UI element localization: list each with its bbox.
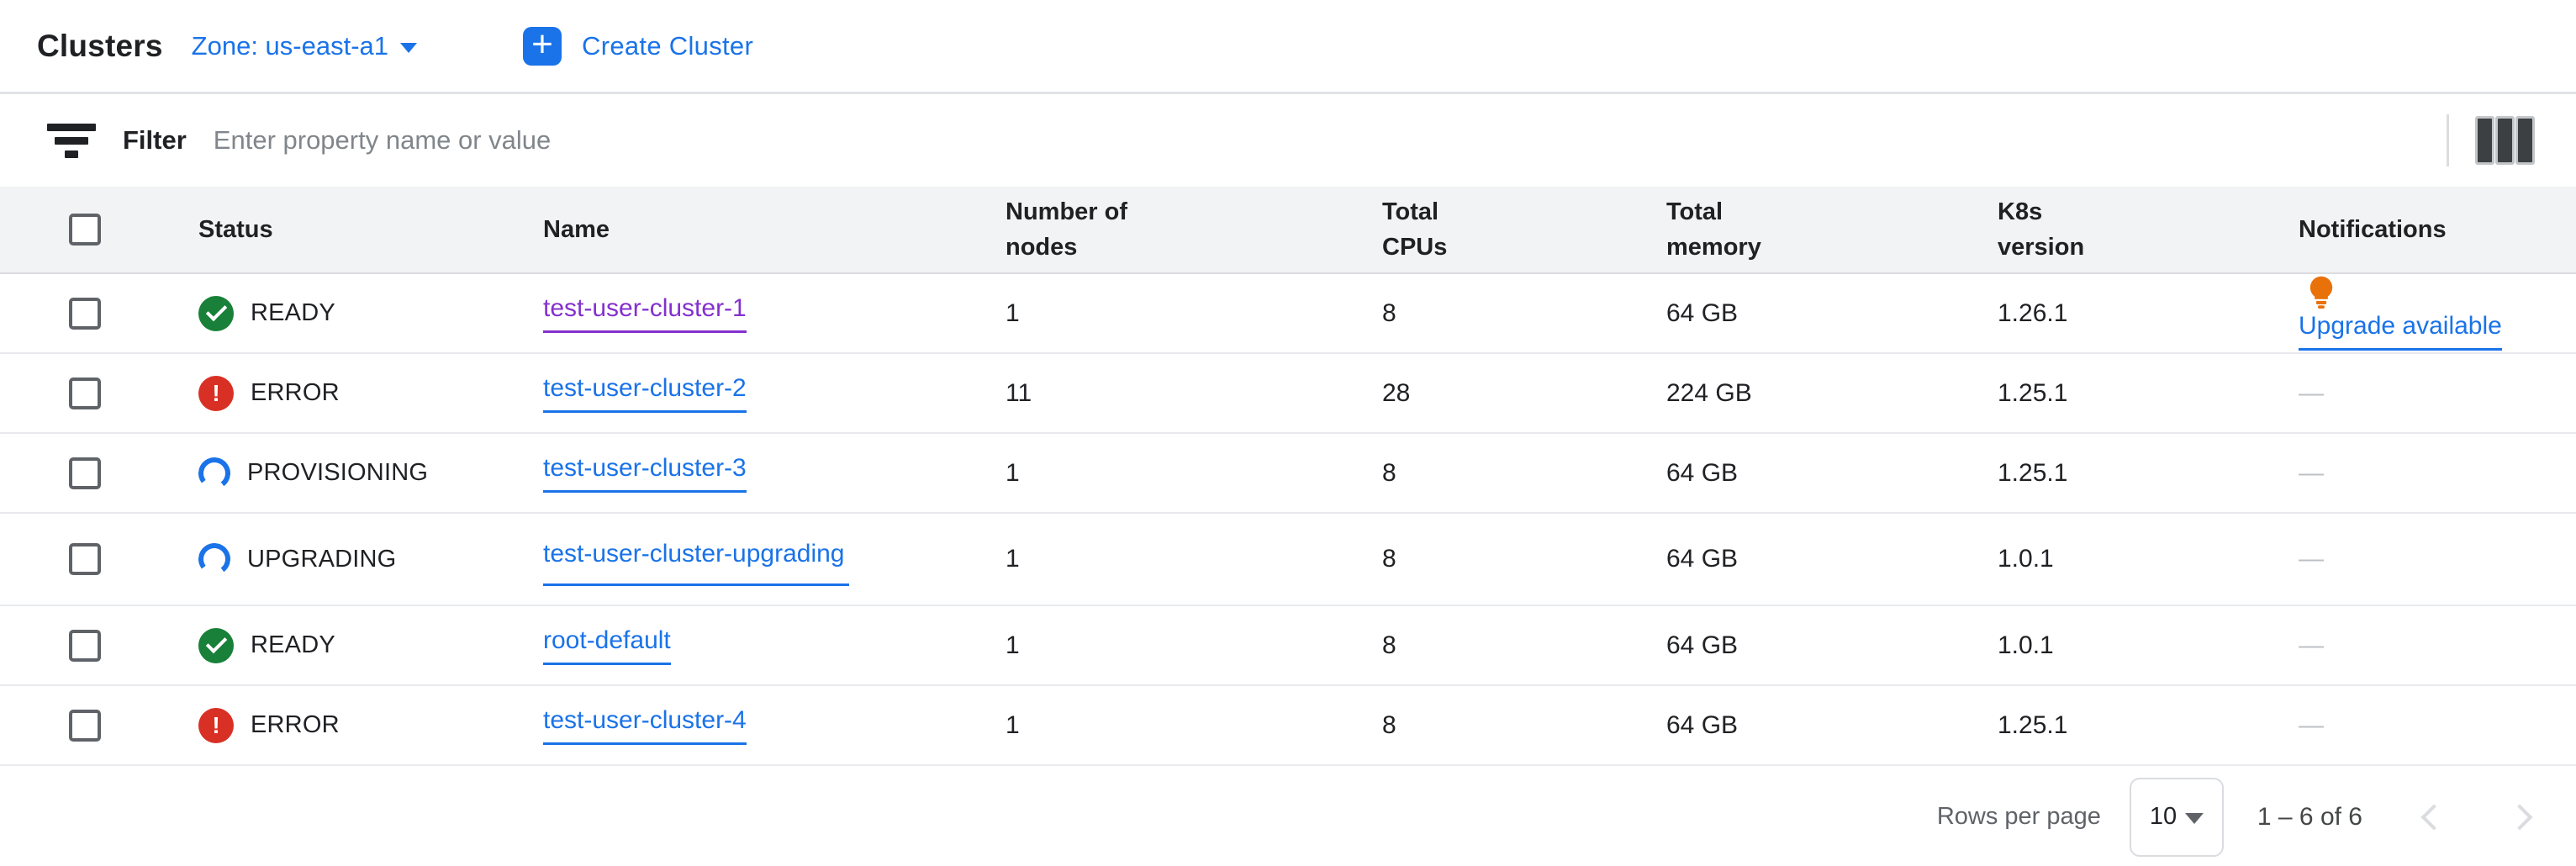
nodes-value: 1 — [1006, 631, 1020, 659]
memory-value: 64 GB — [1666, 631, 1739, 659]
cluster-name-link[interactable]: test-user-cluster-1 — [543, 293, 747, 333]
status-progress-icon — [196, 541, 233, 578]
no-notification-dash: — — [2299, 710, 2324, 739]
column-header-k8s-version: K8s version — [1998, 198, 2085, 261]
cluster-name-link[interactable]: test-user-cluster-4 — [543, 705, 747, 745]
status-label: UPGRADING — [247, 545, 397, 573]
chevron-down-icon — [400, 42, 418, 53]
zone-label: Zone: us-east-a1 — [191, 30, 389, 61]
row-checkbox[interactable] — [69, 629, 101, 662]
page-title: Clusters — [37, 28, 163, 63]
lightbulb-icon — [2309, 276, 2333, 309]
k8s-version-value: 1.0.1 — [1998, 631, 2054, 659]
table-header-row: Status Name Number of nodes Total CPUs T… — [0, 187, 2576, 274]
table-row: READY root-default 1 8 64 GB 1.0.1 — — [0, 606, 2576, 686]
column-display-options-icon[interactable] — [2474, 115, 2536, 166]
cluster-name-link[interactable]: test-user-cluster-upgrading — [543, 532, 849, 586]
status-error-icon: ! — [198, 375, 234, 411]
row-checkbox[interactable] — [69, 377, 101, 409]
select-all-checkbox[interactable] — [69, 214, 101, 246]
status-label: ERROR — [251, 379, 340, 406]
filter-icon — [47, 123, 96, 158]
create-cluster-button[interactable]: + Create Cluster — [523, 25, 754, 66]
column-header-name: Name — [543, 215, 610, 243]
pagination-bar: Rows per page 10 1 – 6 of 6 — [0, 766, 2576, 866]
divider — [2447, 114, 2449, 166]
column-header-cpus: Total CPUs — [1382, 198, 1448, 261]
rows-per-page-label: Rows per page — [1936, 803, 2101, 830]
table-row: ! ERROR test-user-cluster-4 1 8 64 GB 1.25.1 — — [0, 686, 2576, 766]
row-checkbox[interactable] — [69, 297, 101, 330]
memory-value: 224 GB — [1666, 378, 1752, 407]
zone-selector[interactable]: Zone: us-east-a1 — [191, 30, 418, 61]
row-checkbox[interactable] — [69, 543, 101, 575]
memory-value: 64 GB — [1666, 298, 1739, 327]
previous-page-button[interactable] — [2420, 803, 2447, 831]
nodes-value: 1 — [1006, 298, 1020, 327]
memory-value: 64 GB — [1666, 545, 1739, 573]
cpus-value: 8 — [1382, 298, 1396, 327]
k8s-version-value: 1.26.1 — [1998, 298, 2068, 327]
cpus-value: 8 — [1382, 458, 1396, 487]
column-header-notifications: Notifications — [2299, 215, 2447, 243]
nodes-value: 1 — [1006, 458, 1020, 487]
column-header-memory: Total memory — [1666, 198, 1761, 261]
status-ready-icon — [198, 295, 234, 331]
table-row: ! ERROR test-user-cluster-2 11 28 224 GB 1.25.… — [0, 354, 2576, 434]
nodes-value: 11 — [1006, 378, 1032, 407]
table-row: READY test-user-cluster-1 1 8 64 GB 1.26.1 Upg… — [0, 274, 2576, 354]
next-page-button[interactable] — [2506, 803, 2533, 831]
status-progress-icon — [196, 455, 233, 491]
k8s-version-value: 1.0.1 — [1998, 545, 2054, 573]
filter-input[interactable] — [213, 125, 2430, 156]
chevron-down-icon — [2184, 813, 2204, 824]
status-label: PROVISIONING — [247, 459, 429, 486]
cpus-value: 8 — [1382, 545, 1396, 573]
table-row: PROVISIONING test-user-cluster-3 1 8 64 GB 1.… — [0, 434, 2576, 514]
memory-value: 64 GB — [1666, 710, 1739, 739]
k8s-version-value: 1.25.1 — [1998, 710, 2068, 739]
no-notification-dash: — — [2299, 458, 2324, 487]
column-header-status: Status — [198, 215, 273, 243]
row-checkbox[interactable] — [69, 457, 101, 489]
no-notification-dash: — — [2299, 378, 2324, 407]
status-label: READY — [251, 631, 335, 658]
k8s-version-value: 1.25.1 — [1998, 378, 2068, 407]
page-header: Clusters Zone: us-east-a1 + Create Clust… — [0, 0, 2576, 94]
table-row: UPGRADING test-user-cluster-upgrading 1 8 64… — [0, 514, 2576, 606]
filter-label: Filter — [123, 125, 187, 155]
plus-icon: + — [523, 25, 562, 66]
cpus-value: 8 — [1382, 631, 1396, 659]
upgrade-available-link[interactable]: Upgrade available — [2299, 311, 2502, 351]
status-ready-icon — [198, 627, 234, 663]
nodes-value: 1 — [1006, 710, 1020, 739]
status-label: ERROR — [251, 711, 340, 738]
k8s-version-value: 1.25.1 — [1998, 458, 2068, 487]
no-notification-dash: — — [2299, 545, 2324, 573]
cpus-value: 28 — [1382, 378, 1411, 407]
filter-bar: Filter — [0, 94, 2576, 187]
cluster-name-link[interactable]: test-user-cluster-3 — [543, 453, 747, 493]
memory-value: 64 GB — [1666, 458, 1739, 487]
rows-per-page-value: 10 — [2149, 803, 2177, 830]
create-cluster-label: Create Cluster — [582, 30, 754, 61]
clusters-table: Status Name Number of nodes Total CPUs T… — [0, 187, 2576, 766]
cluster-name-link[interactable]: root-default — [543, 626, 671, 665]
cpus-value: 8 — [1382, 710, 1396, 739]
no-notification-dash: — — [2299, 631, 2324, 659]
row-checkbox[interactable] — [69, 709, 101, 742]
column-header-nodes: Number of nodes — [1006, 198, 1127, 261]
page-range-label: 1 – 6 of 6 — [2257, 802, 2362, 831]
status-label: READY — [251, 299, 335, 326]
cluster-name-link[interactable]: test-user-cluster-2 — [543, 373, 747, 413]
nodes-value: 1 — [1006, 545, 1020, 573]
rows-per-page-select[interactable]: 10 — [2129, 777, 2224, 857]
table-body: READY test-user-cluster-1 1 8 64 GB 1.26.1 Upg… — [0, 274, 2576, 766]
status-error-icon: ! — [198, 707, 234, 743]
